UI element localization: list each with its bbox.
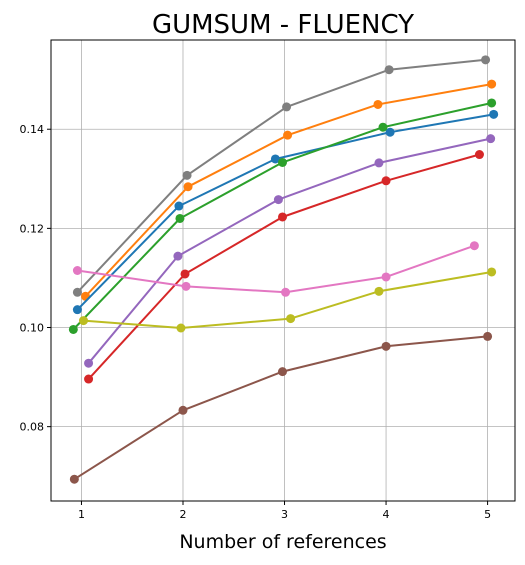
data-point [385,127,395,137]
data-point [181,281,191,291]
data-point [286,314,296,324]
series-line [73,335,488,481]
data-point [270,154,280,164]
plot-frame [50,39,516,502]
series-8 [78,267,497,333]
data-point [273,195,283,205]
data-point [283,130,293,140]
data-point [180,269,190,279]
data-point [281,287,291,297]
data-point [84,358,94,368]
x-tick-label: 3 [281,508,288,521]
x-tick-label: 5 [484,508,491,521]
data-point [384,65,394,75]
data-point [381,272,391,282]
data-point [381,341,391,351]
series-2 [81,79,497,301]
data-point [483,331,493,341]
data-point [374,158,384,168]
data-point [84,374,94,384]
data-point [474,150,484,160]
data-point [373,99,383,109]
y-tick-label: 0.10 [20,322,45,335]
data-point [183,182,193,192]
data-point [72,287,82,297]
data-point [489,109,499,119]
data-point [282,102,292,112]
axes [47,39,516,505]
data-point [68,324,78,334]
x-tick-label: 4 [383,508,390,521]
series-9 [69,331,493,484]
series-5 [84,134,496,368]
data-point [277,367,287,377]
chart-title: GUMSUM - FLUENCY [152,10,414,40]
data-point [178,405,188,415]
data-point [72,266,82,275]
data-point [486,134,496,144]
series-1 [72,55,491,297]
data-point [378,122,388,132]
data-point [78,316,88,326]
y-tick-label: 0.12 [20,222,45,235]
x-tick-label: 1 [78,508,85,521]
data-point [182,170,192,180]
data-point [481,55,491,65]
series-3 [72,109,499,315]
series-line [87,153,480,380]
data-point [69,474,79,484]
series-4 [68,98,497,334]
data-point [381,176,391,186]
data-point [487,98,497,108]
data-point [374,286,384,296]
data-point [487,79,497,89]
data-point [277,157,287,167]
data-point [174,201,184,211]
data-point [469,241,479,251]
x-axis-label: Number of references [179,531,386,553]
y-tick-label: 0.08 [20,421,45,434]
data-point [173,251,183,261]
series-line [76,58,486,293]
series-7 [72,241,479,297]
tick-labels: 1 2 3 4 5 0.08 0.10 0.12 0.14 [20,123,492,521]
plot-series [68,55,499,484]
series-6 [84,150,484,384]
data-point [277,212,287,222]
data-point [176,323,186,333]
data-point [175,213,185,223]
y-tick-label: 0.14 [20,123,45,136]
data-point [487,267,497,277]
x-tick-label: 2 [179,508,186,521]
data-point [72,305,82,315]
